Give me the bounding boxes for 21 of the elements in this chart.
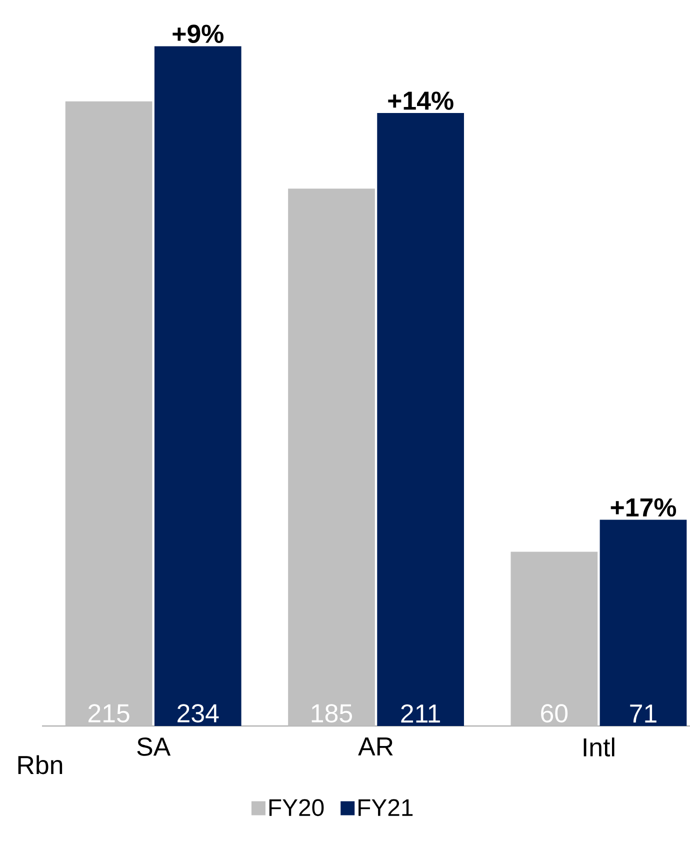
x-tick-label: SA <box>137 738 171 756</box>
bar <box>65 101 152 726</box>
bar <box>510 552 598 726</box>
annotation: +9% <box>172 24 224 44</box>
data-label: 215 <box>88 704 130 722</box>
legend-label: FY21 <box>358 799 413 816</box>
legend-label: FY20 <box>269 799 324 816</box>
bar <box>154 46 242 726</box>
data-label: 185 <box>312 704 352 722</box>
text: Rbn <box>18 755 62 774</box>
annotation: +14% <box>388 92 454 110</box>
data-label: 234 <box>178 704 219 722</box>
annotation: +17% <box>610 498 676 517</box>
data-label: 71 <box>630 704 656 722</box>
bar <box>377 113 464 726</box>
bar <box>288 188 375 726</box>
data-label: 60 <box>541 704 568 722</box>
x-tick-label: Intl <box>584 738 614 756</box>
data-label: 211 <box>401 704 440 722</box>
bar <box>600 520 687 726</box>
x-tick-label: AR <box>358 738 393 756</box>
